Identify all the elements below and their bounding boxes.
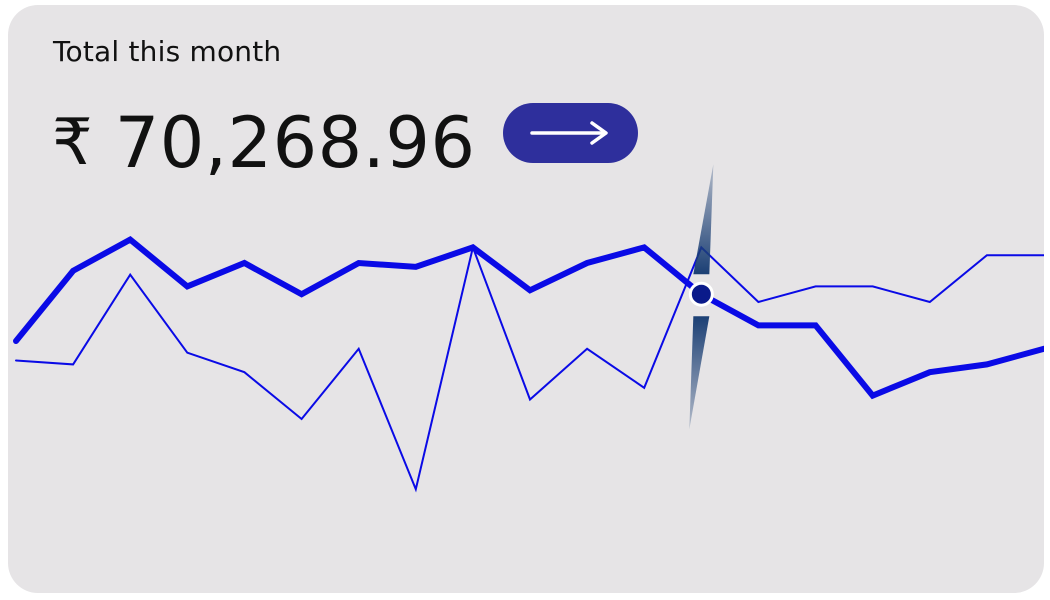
hover-indicator-upper	[693, 164, 714, 275]
total-amount: 70,268.96	[114, 102, 476, 184]
series-line-thick	[13, 235, 1044, 400]
currency-symbol: ₹	[52, 106, 93, 180]
total-amount-row: ₹ 70,268.96	[52, 93, 475, 193]
highlight-point[interactable]	[688, 281, 714, 307]
card-caption: Total this month	[53, 35, 282, 68]
spending-card: Total this month ₹ 70,268.96	[8, 5, 1044, 593]
arrow-right-icon	[529, 121, 608, 145]
series-line-thin	[15, 243, 1044, 493]
view-details-button[interactable]	[503, 103, 638, 163]
spending-trend-chart	[13, 164, 1044, 493]
hover-indicator-lower	[689, 316, 710, 430]
